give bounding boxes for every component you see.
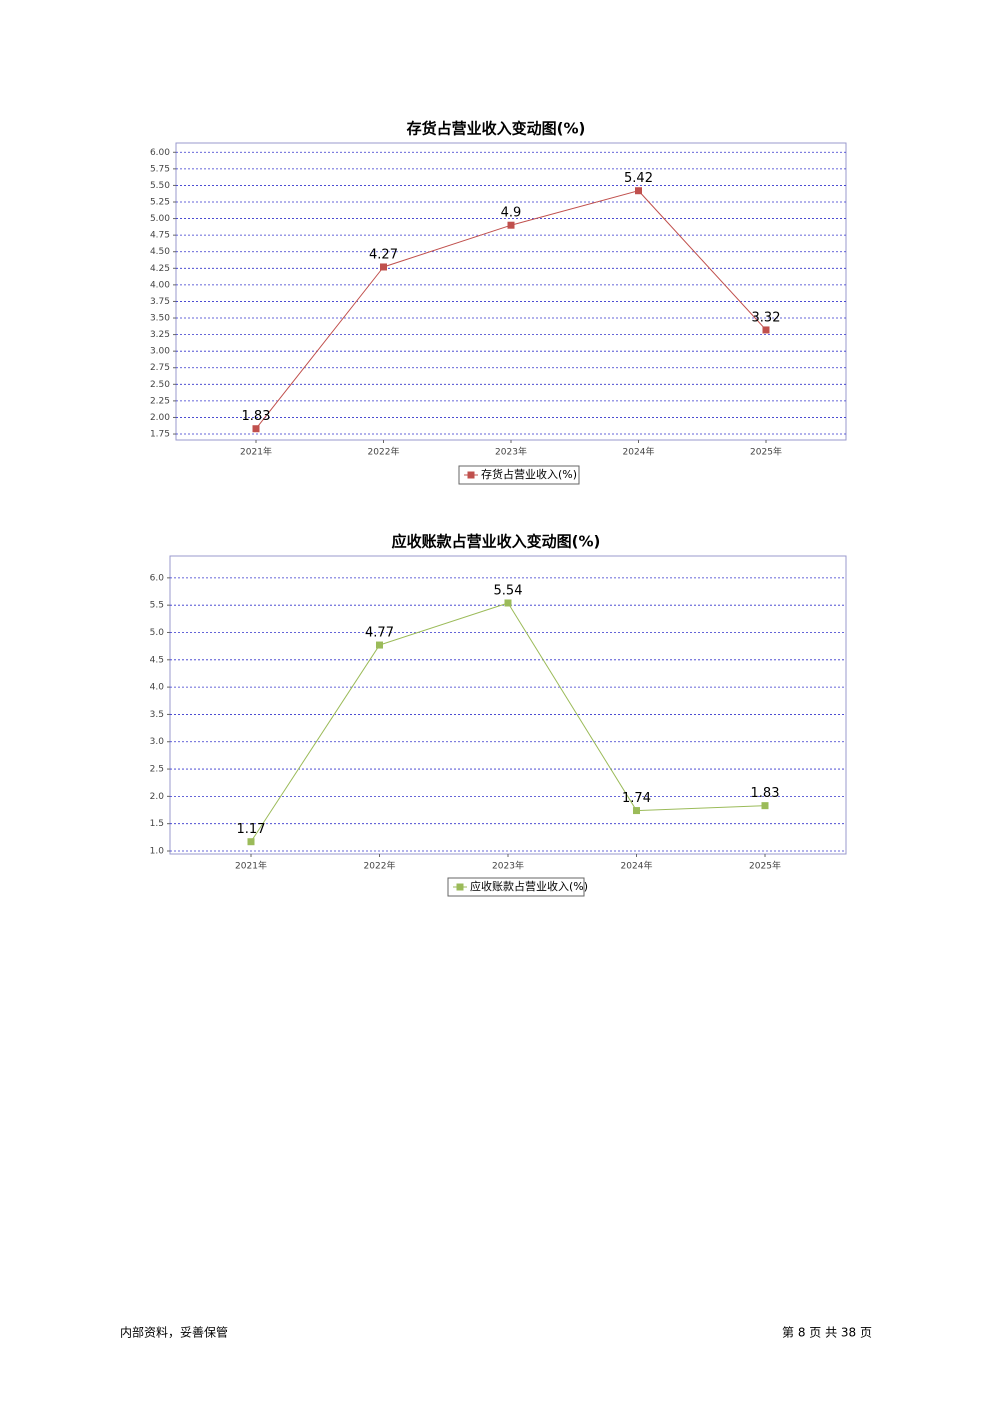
point bbox=[507, 221, 515, 229]
value-label: 4.27 bbox=[369, 247, 398, 262]
y-tick-label: 1.0 bbox=[150, 846, 165, 856]
legend-marker bbox=[467, 471, 475, 479]
y-tick-label: 5.25 bbox=[150, 198, 170, 208]
value-label: 5.42 bbox=[624, 171, 653, 186]
y-tick-label: 1.5 bbox=[150, 819, 164, 829]
y-tick-label: 4.0 bbox=[150, 683, 165, 693]
x-tick-label: 2023年 bbox=[495, 446, 527, 458]
value-label: 1.83 bbox=[751, 786, 780, 801]
y-tick-label: 2.0 bbox=[150, 792, 165, 802]
value-label: 5.54 bbox=[494, 583, 523, 598]
footer-right: 第 8 页 共 38 页 bbox=[782, 1326, 872, 1340]
chart-title: 应收账款占营业收入变动图(%) bbox=[392, 533, 601, 551]
value-label: 1.83 bbox=[242, 409, 271, 424]
value-label: 3.32 bbox=[752, 310, 781, 325]
y-tick-label: 4.00 bbox=[150, 280, 170, 290]
y-tick-label: 5.0 bbox=[150, 628, 165, 638]
value-label: 4.9 bbox=[501, 206, 522, 221]
point bbox=[762, 326, 770, 334]
y-tick-label: 3.00 bbox=[150, 347, 170, 357]
x-tick-label: 2021年 bbox=[235, 860, 267, 872]
y-tick-label: 5.5 bbox=[150, 601, 164, 611]
y-tick-label: 3.0 bbox=[150, 737, 165, 747]
point bbox=[761, 802, 769, 810]
y-tick-label: 2.00 bbox=[150, 413, 170, 423]
y-tick-label: 5.00 bbox=[150, 214, 170, 224]
y-tick-label: 2.50 bbox=[150, 380, 170, 390]
plot-area bbox=[175, 142, 847, 441]
x-tick-label: 2022年 bbox=[364, 860, 396, 872]
x-tick-label: 2021年 bbox=[240, 446, 272, 458]
value-label: 1.74 bbox=[622, 791, 651, 806]
y-tick-label: 5.75 bbox=[150, 164, 170, 174]
y-tick-label: 3.25 bbox=[150, 330, 170, 340]
value-label: 4.77 bbox=[365, 626, 394, 641]
y-tick-label: 1.75 bbox=[150, 430, 170, 440]
legend-box bbox=[458, 465, 580, 485]
y-tick-label: 2.25 bbox=[150, 396, 170, 406]
chart-title: 存货占营业收入变动图(%) bbox=[407, 120, 586, 138]
y-tick-label: 2.5 bbox=[150, 765, 164, 775]
point bbox=[633, 807, 640, 815]
y-tick-label: 4.50 bbox=[150, 247, 170, 257]
legend-label: 存货占营业收入(%) bbox=[481, 467, 577, 481]
y-tick-label: 3.50 bbox=[150, 314, 170, 324]
point bbox=[247, 838, 255, 846]
point bbox=[635, 187, 642, 195]
legend-label: 应收账款占营业收入(%) bbox=[470, 879, 588, 893]
y-tick-label: 4.25 bbox=[150, 264, 170, 274]
point bbox=[252, 425, 260, 433]
x-tick-label: 2022年 bbox=[368, 446, 400, 458]
y-tick-label: 3.75 bbox=[150, 297, 170, 307]
y-tick-label: 6.00 bbox=[150, 148, 170, 158]
legend-marker bbox=[456, 883, 464, 891]
x-tick-label: 2023年 bbox=[492, 860, 524, 872]
y-tick-label: 2.75 bbox=[150, 363, 170, 373]
y-tick-label: 4.5 bbox=[150, 655, 164, 665]
value-label: 1.17 bbox=[237, 822, 266, 837]
x-tick-label: 2024年 bbox=[621, 860, 653, 872]
legend-box bbox=[447, 877, 585, 897]
y-tick-label: 3.5 bbox=[150, 710, 164, 720]
x-tick-label: 2025年 bbox=[749, 860, 781, 872]
y-tick-label: 5.50 bbox=[150, 181, 170, 191]
x-tick-label: 2025年 bbox=[750, 446, 782, 458]
y-tick-label: 6.0 bbox=[150, 573, 165, 583]
point bbox=[376, 641, 383, 649]
point bbox=[380, 263, 387, 271]
x-tick-label: 2024年 bbox=[623, 446, 655, 458]
footer-left: 内部资料，妥善保管 bbox=[120, 1325, 228, 1340]
y-tick-label: 4.75 bbox=[150, 231, 170, 241]
point bbox=[504, 599, 512, 607]
